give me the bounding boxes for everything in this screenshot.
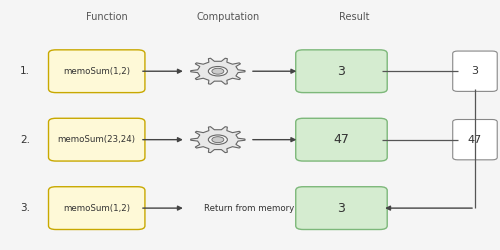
Text: Function: Function (86, 12, 128, 22)
Text: Result: Result (338, 12, 369, 22)
Polygon shape (190, 58, 245, 84)
FancyBboxPatch shape (452, 51, 497, 92)
Text: 47: 47 (468, 135, 482, 145)
FancyBboxPatch shape (48, 187, 145, 230)
Text: 1.: 1. (20, 66, 30, 76)
FancyBboxPatch shape (48, 118, 145, 161)
Text: Computation: Computation (196, 12, 260, 22)
Text: 3: 3 (338, 65, 345, 78)
FancyBboxPatch shape (452, 120, 497, 160)
Text: 2.: 2. (20, 135, 30, 145)
Circle shape (212, 137, 224, 142)
Text: 3.: 3. (20, 203, 30, 213)
FancyBboxPatch shape (296, 118, 387, 161)
Text: 47: 47 (334, 133, 349, 146)
FancyBboxPatch shape (48, 50, 145, 92)
Text: memoSum(1,2): memoSum(1,2) (63, 204, 130, 212)
Text: 3: 3 (338, 202, 345, 214)
Text: memoSum(1,2): memoSum(1,2) (63, 67, 130, 76)
Circle shape (212, 68, 224, 74)
FancyBboxPatch shape (296, 187, 387, 230)
Polygon shape (190, 127, 245, 152)
Circle shape (208, 66, 228, 76)
Circle shape (208, 135, 228, 144)
FancyBboxPatch shape (296, 50, 387, 92)
Text: 3: 3 (472, 66, 478, 76)
Text: memoSum(23,24): memoSum(23,24) (58, 135, 136, 144)
Text: Return from memory: Return from memory (204, 204, 294, 212)
